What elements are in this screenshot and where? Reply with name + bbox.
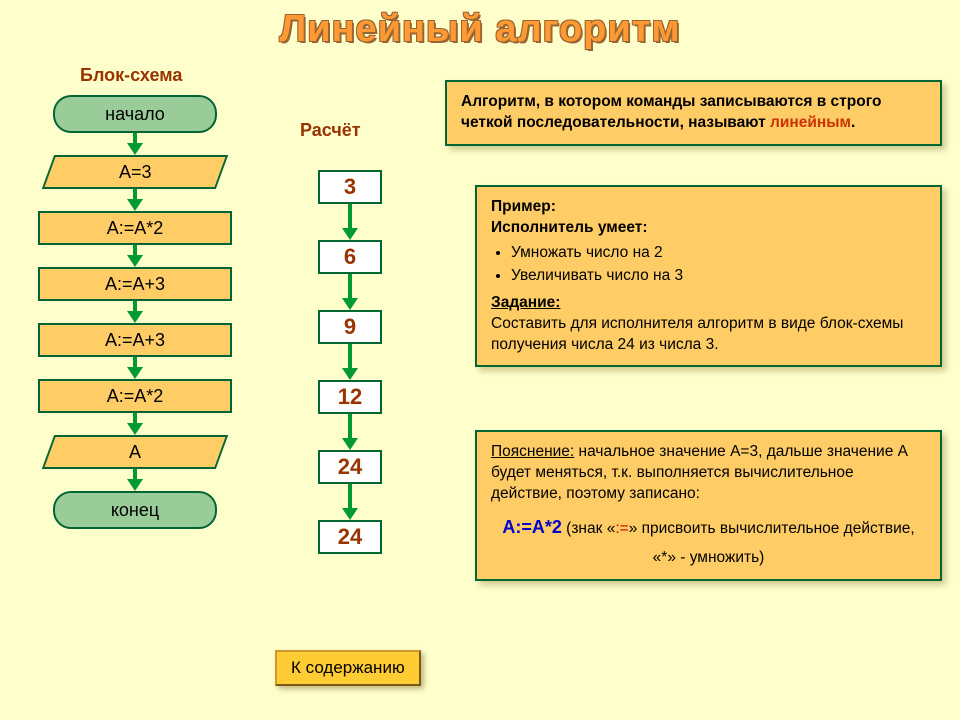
example-box: Пример: Исполнитель умеет: Умножать числ… xyxy=(475,185,942,367)
task-text: Составить для исполнителя алгоритм в вид… xyxy=(491,315,903,353)
flowchart-label: Блок-схема xyxy=(80,65,182,86)
abilities-list: Умножать число на 2 Увеличивать число на… xyxy=(491,243,926,287)
calc-value: 24 xyxy=(318,520,382,554)
calc-label: Расчёт xyxy=(300,120,361,141)
calc-value: 9 xyxy=(318,310,382,344)
calc-value: 3 xyxy=(318,170,382,204)
process-block: A:=A*2 xyxy=(38,379,232,413)
process-block: A:=A+3 xyxy=(38,267,232,301)
input-block: A=3 xyxy=(42,155,228,189)
ability-item: Умножать число на 2 xyxy=(511,243,926,264)
arrow xyxy=(35,413,235,435)
arrow xyxy=(35,357,235,379)
ability-item: Увеличивать число на 3 xyxy=(511,266,926,287)
contents-button[interactable]: К содержанию xyxy=(275,650,421,686)
example-heading: Пример: xyxy=(491,198,556,215)
process-block: A:=A+3 xyxy=(38,323,232,357)
arrow xyxy=(35,301,235,323)
end-terminal: конец xyxy=(53,491,217,529)
explanation-label: Пояснение: xyxy=(491,443,574,460)
assign-expression: A:=A*2 xyxy=(502,517,562,537)
definition-highlight: линейным xyxy=(770,114,851,131)
definition-box: Алгоритм, в котором команды записываются… xyxy=(445,80,942,146)
arrow xyxy=(35,245,235,267)
process-block: A:=A*2 xyxy=(38,211,232,245)
arrow xyxy=(35,469,235,491)
calc-value: 24 xyxy=(318,450,382,484)
calc-column: 3 6 9 12 24 24 xyxy=(310,170,390,554)
page-title: Линейный алгоритм xyxy=(0,0,960,51)
arrow xyxy=(35,133,235,155)
explanation-note2: «*» - умножить) xyxy=(491,548,926,569)
task-label: Задание: xyxy=(491,294,560,311)
performer-label: Исполнитель умеет: xyxy=(491,219,648,236)
arrow xyxy=(35,189,235,211)
calc-value: 12 xyxy=(318,380,382,414)
start-terminal: начало xyxy=(53,95,217,133)
output-block: A xyxy=(42,435,228,469)
calc-value: 6 xyxy=(318,240,382,274)
explanation-box: Пояснение: начальное значение A=3, дальш… xyxy=(475,430,942,581)
flowchart: начало A=3 A:=A*2 A:=A+3 A:=A+3 A:=A*2 A… xyxy=(35,95,235,529)
